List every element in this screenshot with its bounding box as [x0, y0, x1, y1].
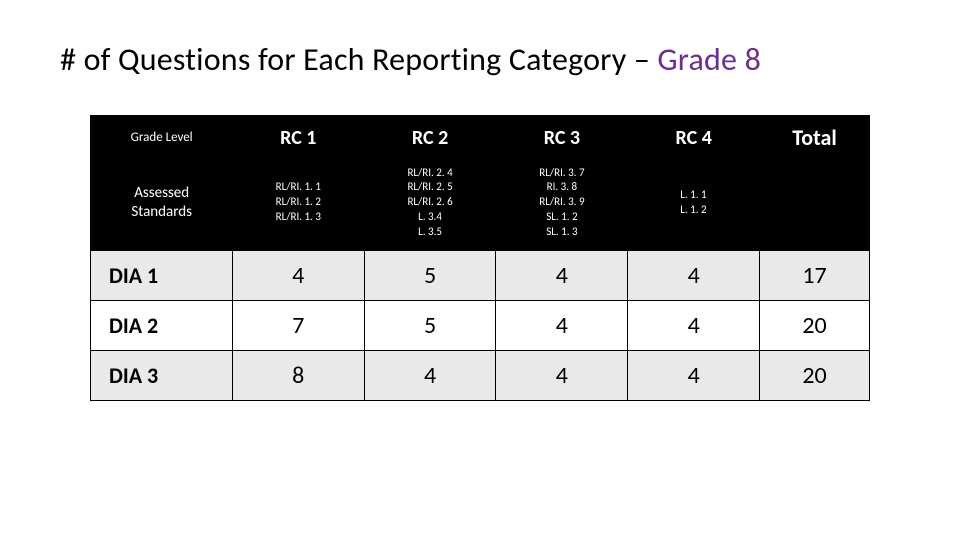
standards-rc1: RL/RI. 1. 1RL/RI. 1. 2RL/RI. 1. 3: [232, 160, 364, 251]
standards-rc4: L. 1. 1L. 1. 2: [628, 160, 760, 251]
standard-item: L. 1. 2: [632, 203, 755, 218]
header-rc1: RC 1: [232, 116, 364, 160]
header-row-1: Grade Level RC 1 RC 2 RC 3 RC 4 Total: [91, 116, 870, 160]
cell: 4: [496, 300, 628, 350]
title-accent: Grade 8: [657, 40, 761, 79]
standard-item: RL/RI. 3. 9: [500, 195, 624, 210]
standards-rc3: RL/RI. 3. 7RI. 3. 8RL/RI. 3. 9SL. 1. 2SL…: [496, 160, 628, 251]
standard-item: SL. 1. 2: [500, 210, 624, 225]
standard-item: RL/RI. 2. 6: [368, 195, 492, 210]
header-total: Total: [760, 116, 870, 251]
row-label: DIA 1: [91, 250, 233, 300]
standard-item: RL/RI. 3. 7: [500, 166, 624, 181]
cell: 4: [232, 250, 364, 300]
table-head: Grade Level RC 1 RC 2 RC 3 RC 4 Total As…: [91, 116, 870, 251]
standard-item: RL/RI. 2. 4: [368, 166, 492, 181]
questions-table: Grade Level RC 1 RC 2 RC 3 RC 4 Total As…: [90, 115, 870, 401]
header-rc4: RC 4: [628, 116, 760, 160]
standard-item: RL/RI. 1. 1: [236, 180, 360, 195]
table-row: DIA 1 4 5 4 4 17: [91, 250, 870, 300]
header-assessed: AssessedStandards: [91, 160, 233, 251]
row-total: 20: [760, 300, 870, 350]
row-total: 17: [760, 250, 870, 300]
cell: 7: [232, 300, 364, 350]
header-row-2: AssessedStandards RL/RI. 1. 1RL/RI. 1. 2…: [91, 160, 870, 251]
header-assessed-text: AssessedStandards: [131, 184, 192, 221]
cell: 4: [364, 350, 496, 400]
cell: 4: [628, 250, 760, 300]
row-label: DIA 2: [91, 300, 233, 350]
table-container: Grade Level RC 1 RC 2 RC 3 RC 4 Total As…: [60, 115, 900, 401]
table-row: DIA 3 8 4 4 4 20: [91, 350, 870, 400]
header-grade-level: Grade Level: [91, 116, 233, 160]
cell: 4: [496, 350, 628, 400]
cell: 5: [364, 250, 496, 300]
cell: 4: [628, 350, 760, 400]
standard-item: SL. 1. 3: [500, 225, 624, 240]
slide-title: # of Questions for Each Reporting Catego…: [60, 40, 900, 79]
standard-item: RL/RI. 2. 5: [368, 180, 492, 195]
standard-item: RI. 3. 8: [500, 180, 624, 195]
cell: 8: [232, 350, 364, 400]
standard-item: L. 3.4: [368, 210, 492, 225]
standards-rc2: RL/RI. 2. 4RL/RI. 2. 5RL/RI. 2. 6L. 3.4L…: [364, 160, 496, 251]
header-rc2: RC 2: [364, 116, 496, 160]
cell: 5: [364, 300, 496, 350]
standard-item: RL/RI. 1. 3: [236, 210, 360, 225]
row-total: 20: [760, 350, 870, 400]
standard-item: L. 1. 1: [632, 188, 755, 203]
cell: 4: [496, 250, 628, 300]
slide: # of Questions for Each Reporting Catego…: [0, 0, 960, 540]
row-label: DIA 3: [91, 350, 233, 400]
cell: 4: [628, 300, 760, 350]
standard-item: L. 3.5: [368, 225, 492, 240]
header-rc3: RC 3: [496, 116, 628, 160]
table-row: DIA 2 7 5 4 4 20: [91, 300, 870, 350]
table-body: DIA 1 4 5 4 4 17 DIA 2 7 5 4 4 20 DIA 3: [91, 250, 870, 400]
title-main: # of Questions for Each Reporting Catego…: [60, 40, 657, 79]
standard-item: RL/RI. 1. 2: [236, 195, 360, 210]
